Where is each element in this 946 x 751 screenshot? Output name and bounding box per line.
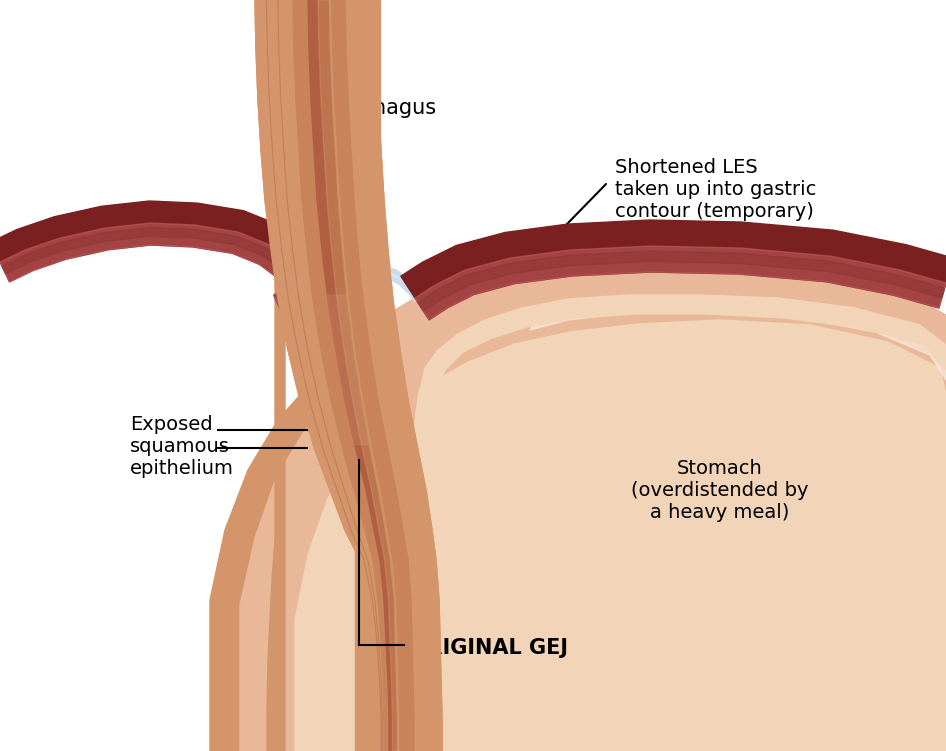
Polygon shape	[318, 0, 398, 751]
Polygon shape	[327, 295, 368, 445]
Polygon shape	[328, 0, 414, 751]
Polygon shape	[345, 0, 442, 751]
Polygon shape	[355, 0, 380, 751]
Polygon shape	[345, 0, 442, 751]
Text: Stomach
(overdistended by
a heavy meal): Stomach (overdistended by a heavy meal)	[631, 459, 809, 521]
Polygon shape	[283, 262, 415, 310]
Text: Esophagus: Esophagus	[324, 98, 436, 118]
Polygon shape	[293, 0, 389, 751]
Text: Shortened LES
taken up into gastric
contour (temporary): Shortened LES taken up into gastric cont…	[615, 158, 816, 221]
Polygon shape	[255, 0, 384, 751]
Polygon shape	[308, 0, 396, 751]
Polygon shape	[255, 0, 384, 751]
Polygon shape	[0, 201, 326, 335]
Polygon shape	[295, 320, 946, 751]
Polygon shape	[240, 282, 946, 751]
Polygon shape	[401, 220, 946, 320]
Polygon shape	[530, 272, 946, 380]
Polygon shape	[0, 223, 305, 315]
Polygon shape	[308, 0, 396, 751]
Polygon shape	[310, 0, 376, 540]
Text: Exposed
squamous
epithelium: Exposed squamous epithelium	[130, 415, 234, 478]
Polygon shape	[2, 228, 301, 311]
Polygon shape	[318, 0, 378, 540]
Polygon shape	[302, 0, 387, 540]
Polygon shape	[393, 262, 946, 450]
Polygon shape	[415, 246, 946, 320]
Polygon shape	[408, 295, 946, 455]
Polygon shape	[328, 0, 414, 751]
Text: ORIGINAL GEJ: ORIGINAL GEJ	[409, 638, 568, 658]
Polygon shape	[290, 265, 412, 298]
Polygon shape	[275, 0, 390, 540]
Polygon shape	[267, 0, 285, 751]
Polygon shape	[418, 251, 945, 311]
Polygon shape	[293, 0, 389, 751]
Polygon shape	[210, 268, 946, 751]
Polygon shape	[318, 0, 398, 751]
